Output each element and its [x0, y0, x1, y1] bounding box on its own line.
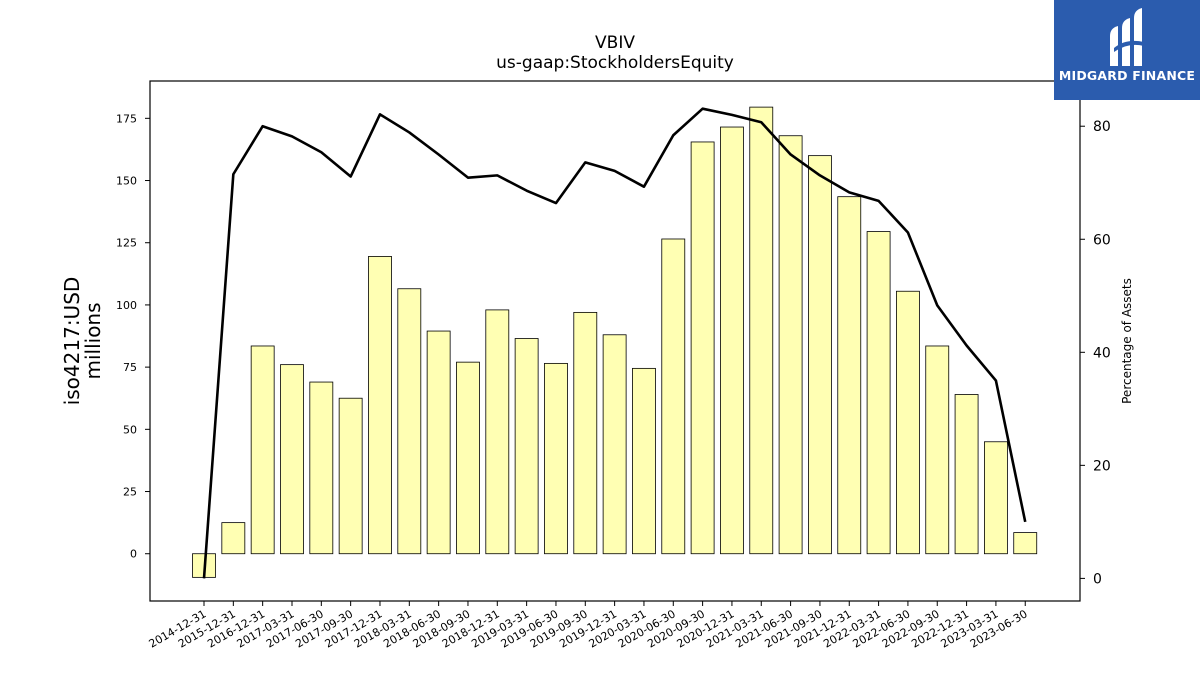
- bar: [309, 381, 334, 555]
- y2-tick-label: 80: [1093, 119, 1111, 135]
- right-y-axis-label: Percentage of Assets: [1120, 278, 1134, 404]
- y-tick-label: 25: [123, 486, 137, 499]
- left-y-axis-label: iso4217:USDmillions: [60, 277, 105, 406]
- bar: [720, 126, 744, 555]
- y-tick-label: 0: [130, 548, 137, 561]
- y-tick-label: 50: [123, 423, 137, 436]
- bar: [573, 311, 598, 555]
- bar: [602, 334, 627, 555]
- x-axis: 2014-12-312015-12-312016-12-312017-03-31…: [147, 601, 1030, 651]
- bar: [544, 362, 568, 555]
- chart-title: VBIV: [595, 33, 635, 53]
- bar: [954, 394, 979, 555]
- bar-series: [192, 106, 1038, 578]
- bar: [514, 338, 539, 555]
- bar: [808, 155, 832, 555]
- bar: [925, 345, 950, 555]
- y2-tick-label: 60: [1093, 232, 1111, 248]
- bar: [632, 367, 656, 555]
- bar: [368, 256, 392, 555]
- y-tick-label: 125: [116, 237, 137, 250]
- bar: [221, 522, 246, 555]
- bar: [896, 290, 920, 555]
- y-tick-label: 100: [116, 299, 137, 312]
- y2-tick-label: 0: [1093, 571, 1102, 587]
- y-label-line: millions: [81, 302, 105, 379]
- line-series: [202, 107, 1027, 579]
- bar: [456, 361, 480, 555]
- y2-tick-label: 20: [1093, 458, 1111, 474]
- logo-mark-icon: [1110, 8, 1144, 66]
- y-tick-label: 175: [116, 112, 137, 125]
- bar: [426, 330, 451, 555]
- bar: [250, 345, 275, 555]
- bar: [1013, 532, 1038, 555]
- bar: [866, 231, 891, 555]
- bar: [338, 397, 363, 555]
- bar: [397, 288, 422, 555]
- logo-text: MIDGARD FINANCE: [1058, 68, 1196, 83]
- percentage-line: [202, 107, 1027, 579]
- bar: [837, 196, 862, 555]
- bar: [661, 238, 686, 555]
- left-y-axis: 0 25 50 75 100 125 150 175: [116, 112, 150, 561]
- y-tick-label: 150: [116, 175, 137, 188]
- brand-logo: MIDGARD FINANCE: [1054, 0, 1200, 100]
- bar: [280, 364, 304, 555]
- bar: [749, 106, 774, 555]
- y2-tick-label: 40: [1093, 345, 1111, 361]
- bar: [984, 441, 1008, 555]
- bar: [485, 309, 510, 555]
- bar: [690, 141, 715, 555]
- y-tick-label: 75: [123, 361, 137, 374]
- y-label-line: iso4217:USD: [60, 277, 84, 406]
- chart-subtitle: us-gaap:StockholdersEquity: [496, 53, 734, 73]
- right-y-axis: 0 20 40 60 80: [1080, 119, 1111, 587]
- bar: [778, 135, 803, 555]
